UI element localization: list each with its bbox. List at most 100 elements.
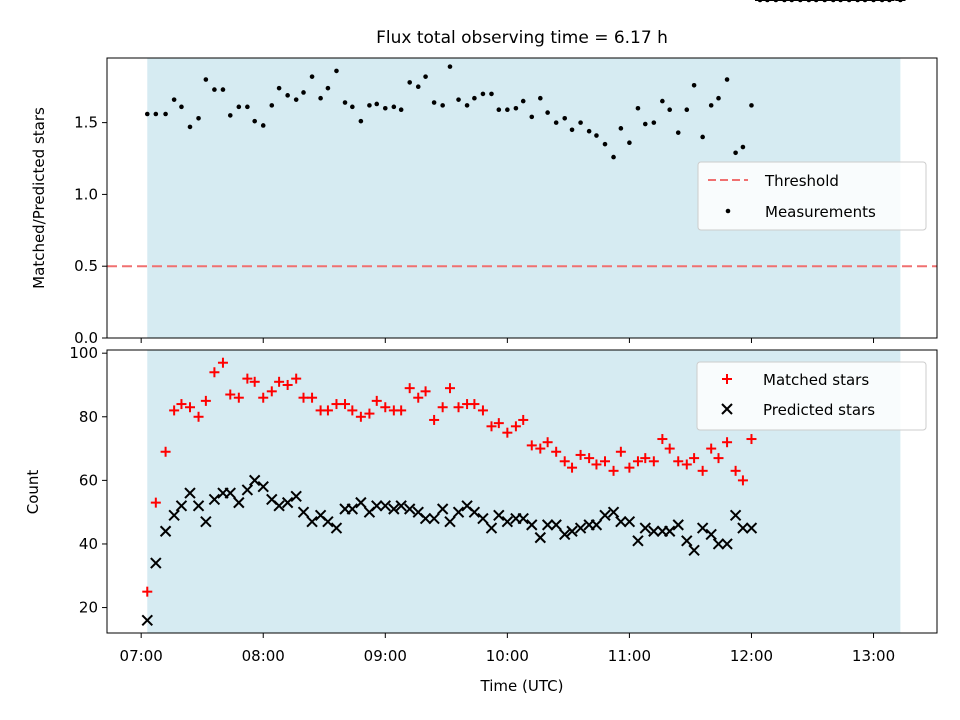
predicted-star-point bbox=[501, 516, 514, 528]
measurement-point bbox=[171, 97, 177, 102]
predicted-star-point bbox=[419, 512, 432, 525]
xtick-label: 07:00 bbox=[120, 647, 163, 665]
predicted-star-point bbox=[615, 516, 627, 528]
matched-star-point bbox=[282, 379, 293, 390]
predicted-star-point bbox=[745, 522, 758, 534]
measurement-point bbox=[245, 104, 250, 110]
matched-star-point bbox=[664, 443, 675, 454]
predicted-star-point bbox=[485, 522, 498, 534]
predicted-star-point bbox=[705, 528, 717, 541]
measurement-point bbox=[724, 77, 730, 82]
predicted-star-point bbox=[168, 509, 180, 522]
predicted-star-point bbox=[648, 525, 660, 537]
matched-star-point bbox=[258, 392, 269, 403]
matched-star-point bbox=[730, 465, 741, 476]
predicted-star-point bbox=[290, 490, 302, 502]
measurement-point bbox=[602, 141, 608, 147]
predicted-star-point bbox=[141, 614, 153, 626]
predicted-star-point bbox=[224, 487, 236, 499]
predicted-star-point bbox=[599, 509, 611, 522]
predicted-star-point bbox=[712, 538, 725, 550]
measurement-point bbox=[144, 111, 150, 117]
measurement-point bbox=[586, 128, 592, 134]
matched-star-point bbox=[371, 395, 382, 406]
bottom-ytick-label: 60 bbox=[79, 471, 98, 489]
matched-star-point bbox=[615, 446, 626, 457]
predicted-star-point bbox=[184, 487, 196, 499]
matched-star-point bbox=[169, 405, 180, 416]
measurement-point bbox=[562, 116, 568, 121]
measurement-point bbox=[675, 130, 681, 135]
bottom-ytick-label: 80 bbox=[79, 408, 98, 426]
top-ylabel: Matched/Predicted stars bbox=[30, 107, 48, 289]
matched-star-point bbox=[429, 414, 440, 425]
predicted-star-point bbox=[248, 474, 261, 487]
matched-star-point bbox=[233, 392, 244, 403]
measurements-legend-label: Measurements bbox=[765, 203, 876, 221]
xtick-label: 08:00 bbox=[242, 647, 285, 665]
measurement-point bbox=[749, 103, 754, 108]
measurement-point bbox=[318, 95, 323, 101]
predicted-star-point bbox=[395, 500, 407, 512]
predicted-star-point bbox=[436, 503, 449, 515]
measurement-point bbox=[367, 103, 372, 108]
predicted-star-point bbox=[192, 500, 205, 512]
matched-star-point bbox=[242, 373, 253, 384]
measurement-point bbox=[635, 105, 641, 111]
matched-star-point bbox=[225, 389, 236, 400]
measurement-point bbox=[212, 87, 217, 92]
predicted-legend-symbol bbox=[721, 403, 733, 415]
measurement-point bbox=[447, 64, 453, 69]
measurement-point bbox=[196, 116, 201, 121]
predicted-star-point bbox=[721, 538, 733, 550]
predicted-star-point bbox=[607, 506, 620, 518]
measurement-point bbox=[569, 127, 575, 133]
measurement-point bbox=[472, 95, 477, 101]
measurement-point bbox=[391, 104, 397, 110]
measurement-point bbox=[382, 105, 388, 111]
matched-star-point bbox=[364, 408, 375, 419]
predicted-star-point bbox=[590, 519, 603, 531]
matched-star-point bbox=[526, 440, 537, 451]
xtick-label: 13:00 bbox=[852, 647, 895, 665]
predicted-star-point bbox=[379, 500, 392, 512]
measurement-point bbox=[293, 97, 299, 102]
predicted-star-point bbox=[737, 522, 749, 534]
matched-star-point bbox=[307, 392, 318, 403]
matched-star-point bbox=[673, 456, 684, 467]
matched-star-point bbox=[722, 437, 733, 448]
measurement-point bbox=[325, 85, 331, 91]
matched-star-point bbox=[681, 459, 692, 470]
measurement-point bbox=[236, 104, 242, 110]
predicted-star-point bbox=[150, 557, 162, 569]
measurement-point bbox=[269, 103, 275, 108]
matched-star-point bbox=[160, 446, 171, 457]
matched-star-point bbox=[209, 367, 220, 378]
predicted-star-point bbox=[729, 509, 742, 522]
measurement-point bbox=[179, 104, 184, 110]
matched-star-point bbox=[502, 427, 513, 438]
predicted-star-point bbox=[623, 516, 636, 528]
matched-star-point bbox=[608, 465, 619, 476]
measurements-legend-symbol bbox=[725, 208, 731, 214]
measurement-point bbox=[578, 120, 583, 125]
matched-star-point bbox=[420, 386, 431, 397]
predicted-star-point bbox=[444, 516, 456, 528]
bottom-xticks: 07:00 08:00 09:00 10:00 11:00 12:00 13:00 bbox=[120, 633, 895, 665]
predicted-star-point bbox=[517, 512, 529, 525]
measurement-point bbox=[594, 133, 599, 138]
matched-star-point bbox=[185, 402, 195, 413]
predicted-star-point bbox=[388, 503, 400, 515]
measurement-point bbox=[456, 97, 461, 102]
bottom-markers bbox=[141, 0, 906, 626]
predicted-star-point bbox=[371, 500, 383, 512]
measurement-point bbox=[407, 80, 413, 85]
xtick-label: 12:00 bbox=[730, 647, 773, 665]
measurement-point bbox=[334, 68, 339, 74]
matched-star-point bbox=[689, 453, 700, 464]
predicted-star-point bbox=[526, 519, 538, 531]
measurement-point bbox=[489, 91, 494, 97]
predicted-star-point bbox=[330, 522, 343, 534]
measurement-point bbox=[553, 120, 559, 125]
matched-star-point bbox=[567, 462, 578, 473]
